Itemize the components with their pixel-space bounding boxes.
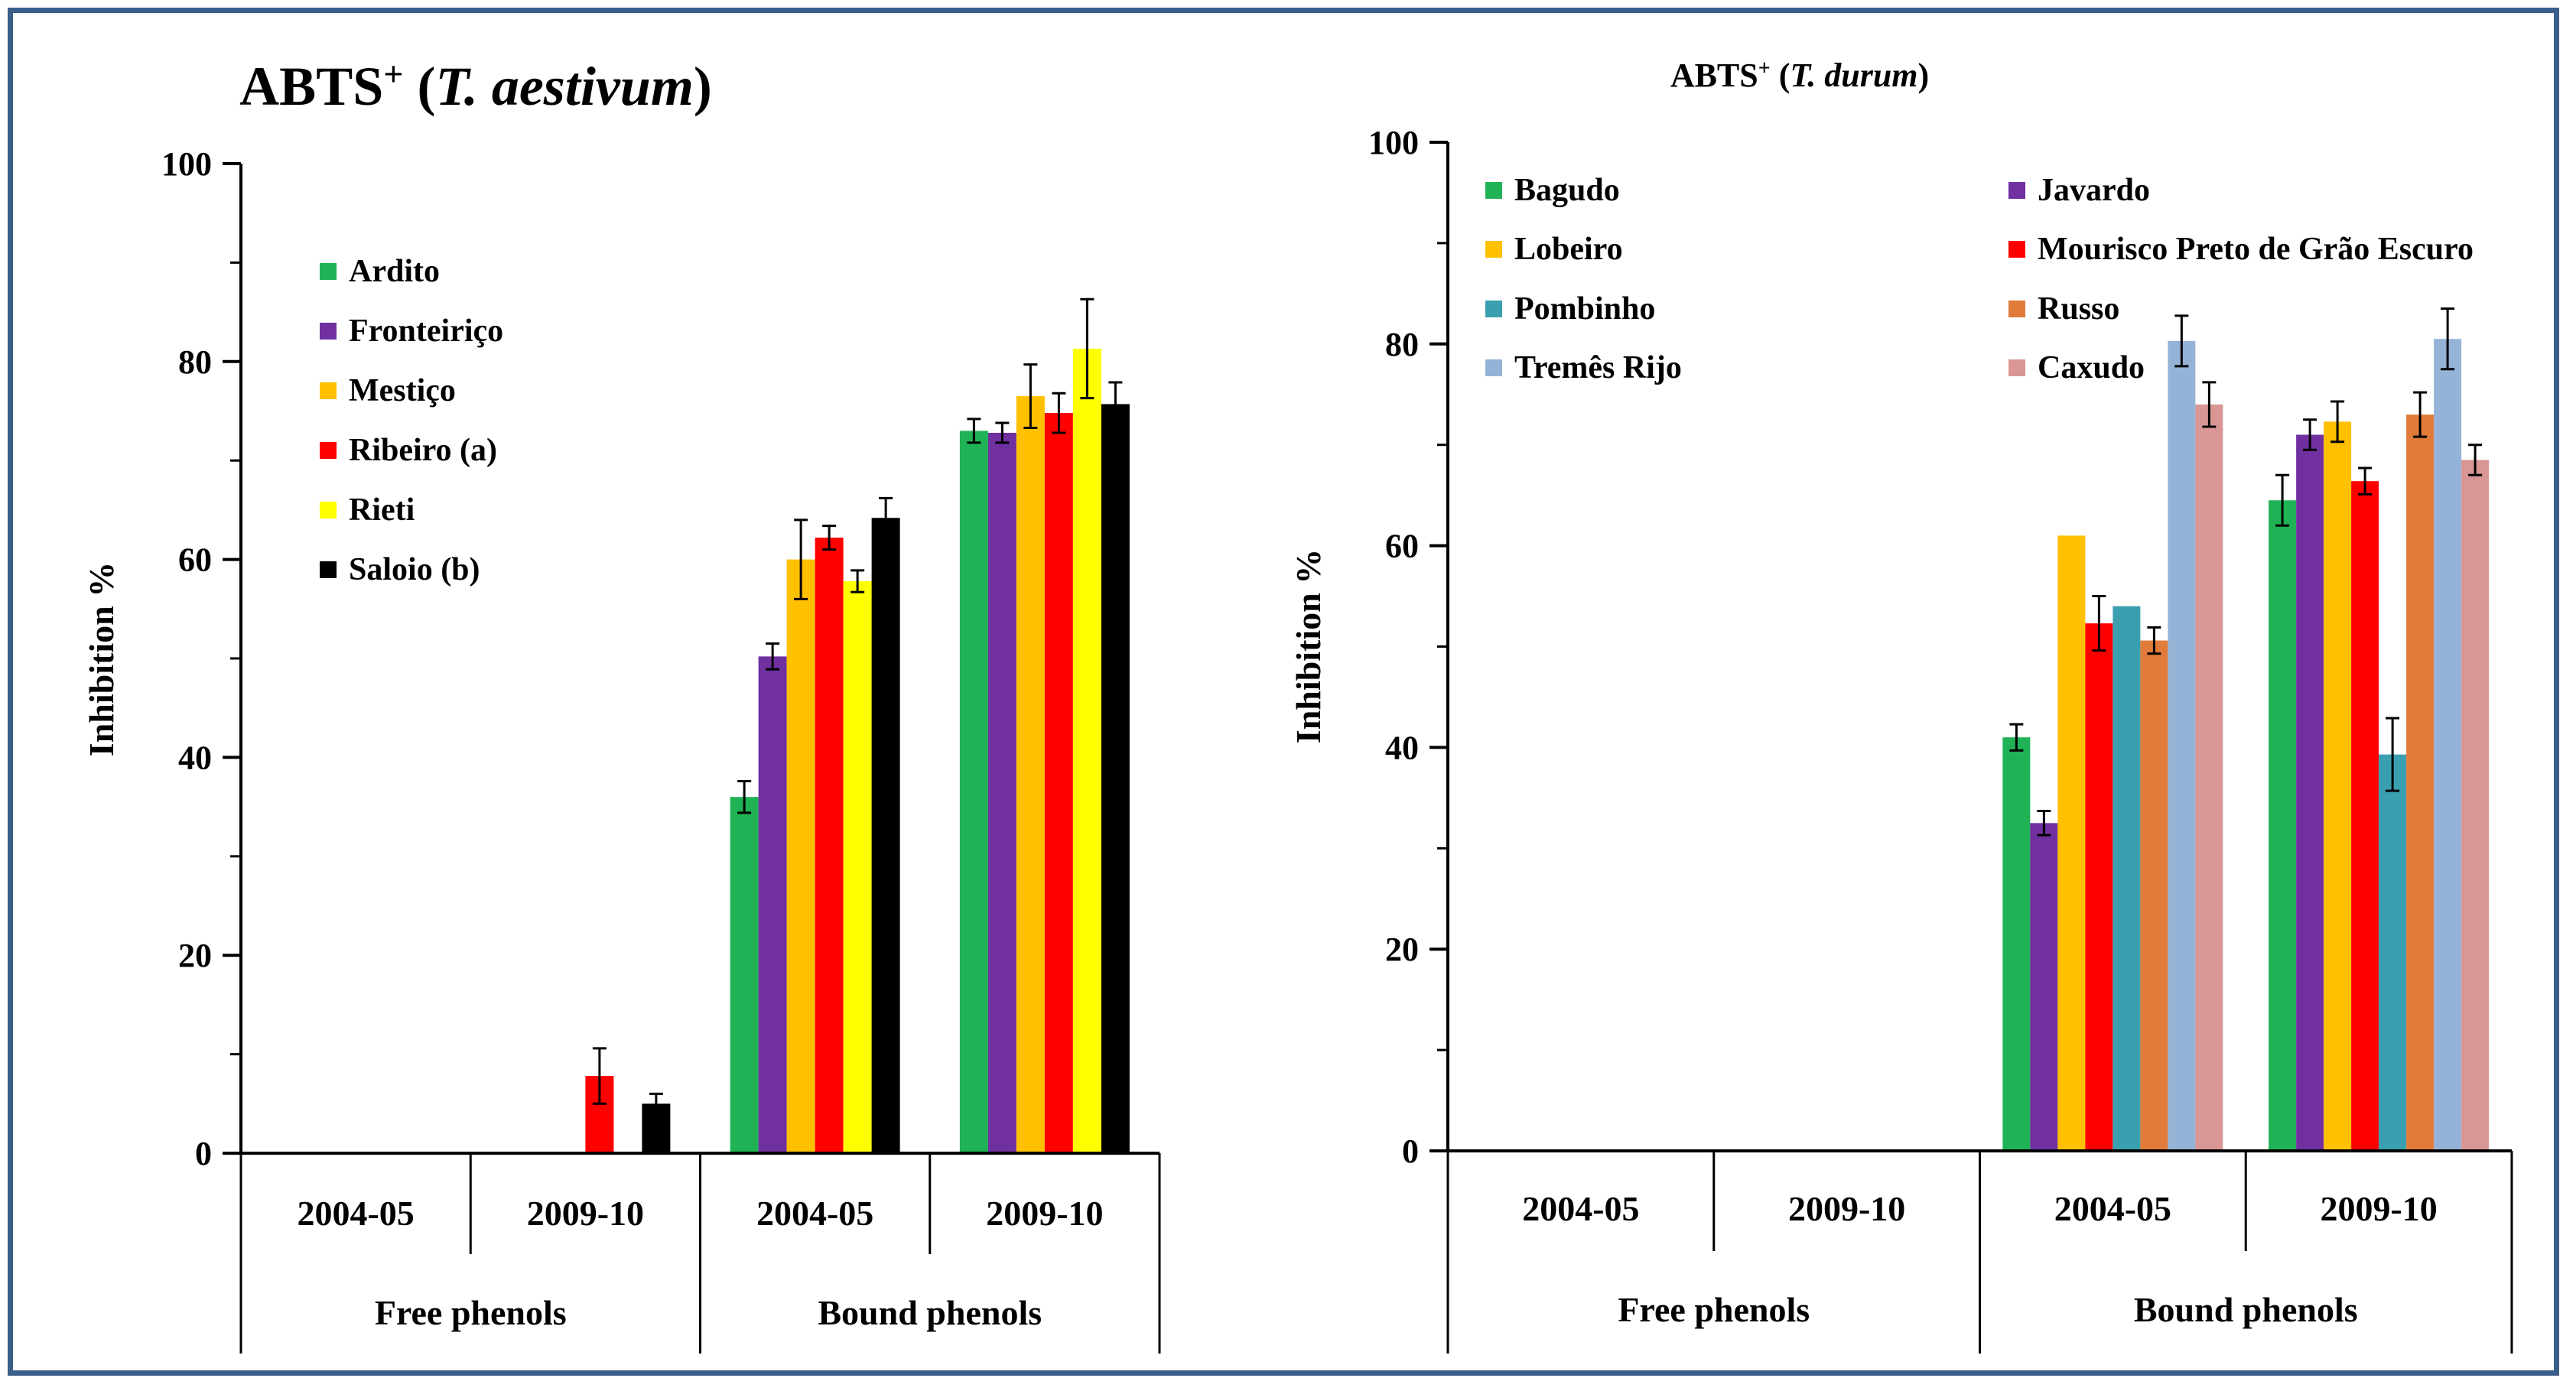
- bar-lobeiro: [2324, 421, 2352, 1151]
- legend-label-bagudo: Bagudo: [1514, 173, 1620, 208]
- y-tick-label: 80: [1385, 326, 1419, 363]
- bar-bagudo: [2002, 737, 2031, 1151]
- y-tick-label: 40: [1385, 729, 1419, 766]
- legend-label-caxudo: Caxudo: [2038, 350, 2145, 385]
- legend-swatch-bagudo: [1485, 182, 1502, 199]
- y-tick-label: 60: [178, 541, 212, 579]
- legend-swatch-javardo: [2008, 182, 2025, 199]
- bar-fronteirico: [758, 656, 787, 1153]
- y-tick-label: 0: [1402, 1133, 1419, 1170]
- legend-swatch-ribeiro-a: [320, 442, 337, 459]
- bar-tremes-rijo: [2434, 339, 2462, 1152]
- bar-saloio-b: [871, 518, 900, 1153]
- legend-label-mourisco-preto-de-grao-escuro: Mourisco Preto de Grão Escuro: [2038, 232, 2474, 267]
- x-group-label-bound-phenols: Bound phenols: [818, 1293, 1042, 1332]
- y-tick-label: 20: [178, 937, 212, 974]
- y-tick-label: 20: [1385, 931, 1419, 968]
- x-category-label: 2004-05: [756, 1194, 873, 1233]
- legend-swatch-russo: [2008, 301, 2025, 317]
- x-group-label-free-phenols: Free phenols: [375, 1293, 567, 1332]
- bar-caxudo: [2195, 404, 2223, 1151]
- bar-pombinho: [2379, 754, 2407, 1151]
- legend-swatch-pombinho: [1485, 301, 1502, 317]
- bar-russo: [2140, 640, 2168, 1151]
- bar-bagudo: [2269, 500, 2297, 1151]
- chart-title-t-durum: ABTS+ (T. durum): [1670, 57, 1929, 95]
- legend-swatch-tremes-rijo: [1485, 359, 1502, 376]
- legend-swatch-rieti: [320, 502, 337, 518]
- legend-label-russo: Russo: [2038, 291, 2119, 327]
- bar-ribeiro-a: [815, 538, 844, 1153]
- x-group-label-bound-phenols: Bound phenols: [2134, 1290, 2358, 1329]
- bar-lobeiro: [2057, 535, 2086, 1151]
- legend-swatch-mestico: [320, 382, 337, 399]
- x-group-label-free-phenols: Free phenols: [1618, 1290, 1810, 1329]
- bar-pombinho: [2113, 606, 2141, 1151]
- x-category-label: 2009-10: [986, 1194, 1103, 1233]
- y-tick-label: 100: [161, 145, 212, 183]
- x-category-label: 2009-10: [2320, 1189, 2437, 1228]
- legend-swatch-saloio-b: [320, 561, 337, 578]
- bar-mestico: [786, 559, 815, 1153]
- legend-swatch-fronteirico: [320, 323, 337, 340]
- bar-ribeiro-a: [1044, 413, 1073, 1153]
- legend-label-mestico: Mestiço: [349, 373, 456, 408]
- bar-tremes-rijo: [2168, 340, 2196, 1151]
- legend-swatch-mourisco-preto-de-grao-escuro: [2008, 241, 2025, 258]
- bar-rieti: [1072, 348, 1101, 1153]
- y-tick-label: 40: [178, 739, 212, 776]
- bar-russo: [2406, 414, 2435, 1151]
- x-category-label: 2009-10: [1788, 1189, 1905, 1228]
- x-category-label: 2004-05: [1522, 1189, 1639, 1228]
- x-category-label: 2004-05: [2054, 1189, 2171, 1228]
- bar-fronteirico: [987, 432, 1016, 1153]
- legend-label-tremes-rijo: Tremês Rijo: [1514, 350, 1682, 385]
- bar-ardito: [730, 797, 759, 1153]
- chart-panel-t-aestivum: ABTS+ (T. aestivum) Inhibition % 0 20 40 60…: [82, 54, 1161, 1354]
- y-tick-label: 0: [195, 1135, 212, 1172]
- x-category-label: 2004-05: [297, 1194, 414, 1233]
- bar-rieti: [843, 581, 872, 1153]
- legend-label-javardo: Javardo: [2038, 173, 2150, 208]
- bar-mestico: [1016, 396, 1045, 1153]
- chart-title-t-aestivum: ABTS+ (T. aestivum): [239, 54, 712, 118]
- chart-panel-t-durum: ABTS+ (T. durum) Inhibition % 0 20 40 60 80 1…: [1289, 57, 2513, 1354]
- y-tick-label: 80: [178, 343, 212, 381]
- bar-mourisco-preto-de-grao-escuro: [2085, 623, 2113, 1151]
- x-category-label: 2009-10: [527, 1194, 644, 1233]
- legend-label-pombinho: Pombinho: [1514, 291, 1655, 327]
- legend-swatch-caxudo: [2008, 359, 2025, 376]
- bar-javardo: [2030, 823, 2058, 1151]
- legend-label-fronteirico: Fronteiriço: [349, 314, 503, 349]
- y-axis-title-t-durum: Inhibition %: [1289, 549, 1328, 743]
- bar-ardito: [959, 431, 988, 1153]
- legend-label-lobeiro: Lobeiro: [1514, 232, 1623, 267]
- legend-label-ribeiro-a: Ribeiro (a): [349, 433, 497, 468]
- bar-saloio-b: [1101, 404, 1130, 1153]
- legend-swatch-lobeiro: [1485, 241, 1502, 258]
- legend-label-saloio-b: Saloio (b): [349, 552, 480, 587]
- legend-swatch-ardito: [320, 263, 337, 280]
- bar-mourisco-preto-de-grao-escuro: [2351, 481, 2379, 1151]
- bar-javardo: [2296, 434, 2324, 1151]
- legend-label-rieti: Rieti: [349, 492, 415, 528]
- y-axis-title-t-aestivum: Inhibition %: [82, 562, 121, 756]
- legend-label-ardito: Ardito: [349, 254, 440, 289]
- bar-caxudo: [2461, 460, 2490, 1151]
- y-tick-label: 100: [1368, 124, 1419, 161]
- y-tick-label: 60: [1385, 528, 1419, 565]
